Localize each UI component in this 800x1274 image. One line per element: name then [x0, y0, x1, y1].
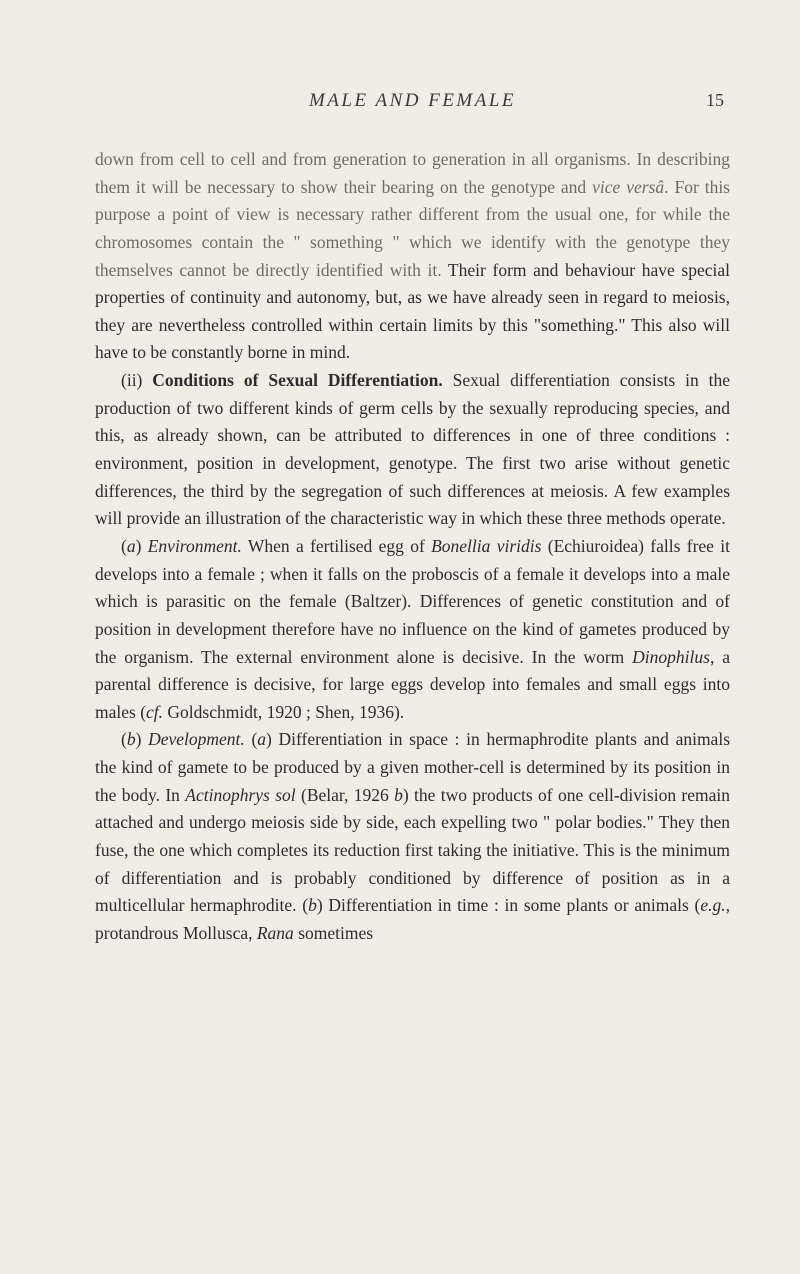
paragraph-1: down from cell to cell and from generati…	[95, 146, 730, 367]
paragraph-2: (ii) Conditions of Sexual Differentiatio…	[95, 367, 730, 533]
page-header: MALE AND FEMALE 15	[95, 90, 730, 112]
paragraph-4: (b) Development. (a) Differentiation in …	[95, 726, 730, 947]
body-text: down from cell to cell and from generati…	[95, 146, 730, 948]
running-title: MALE AND FEMALE	[101, 90, 694, 112]
page-number: 15	[694, 90, 724, 111]
page: MALE AND FEMALE 15 down from cell to cel…	[0, 0, 800, 1274]
paragraph-3: (a) Environment. When a fertilised egg o…	[95, 533, 730, 726]
